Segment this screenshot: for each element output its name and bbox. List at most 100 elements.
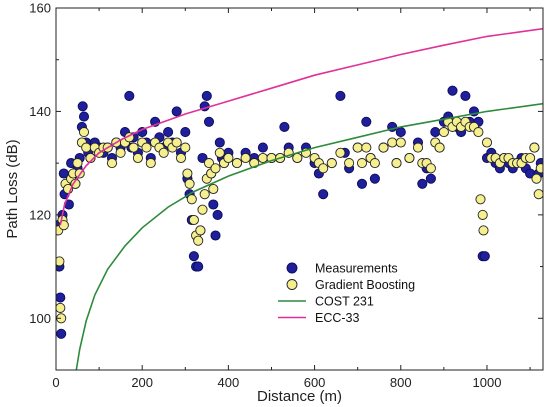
gradient-boosting-point xyxy=(292,152,303,164)
gradient-boosting-point xyxy=(404,152,415,164)
measurements-point xyxy=(77,101,88,112)
gradient-boosting-point xyxy=(356,158,368,169)
gradient-boosting-point xyxy=(141,142,152,153)
measurements-point xyxy=(369,173,380,184)
gradient-boosting-point xyxy=(481,137,493,148)
measurements-point xyxy=(318,189,329,200)
gradient-boosting-point xyxy=(132,152,143,164)
gradient-boosting-point xyxy=(425,163,436,174)
measurements-point xyxy=(447,85,458,96)
gradient-boosting-point xyxy=(361,142,372,153)
ecc-33-line xyxy=(59,27,543,226)
measurements-point xyxy=(257,142,268,153)
measurements-point xyxy=(208,199,219,210)
legend-marker xyxy=(286,262,298,274)
x-tick-label: 600 xyxy=(304,375,326,390)
ticks-layer: 0 200 400 600 800 1000 100 120 140 160 xyxy=(29,1,543,390)
gradient-boosting-point xyxy=(115,147,126,158)
gradient-boosting-point xyxy=(378,142,389,153)
legend-item-gradient-boosting: Gradient Boosting xyxy=(286,278,415,292)
legend: Measurements Gradient Boosting COST 231 ECC… xyxy=(278,262,415,325)
legend-item-measurements: Measurements xyxy=(286,262,398,276)
x-tick-label: 0 xyxy=(52,375,59,390)
gradient-boosting-point xyxy=(208,183,219,195)
gradient-boosting-point xyxy=(78,127,90,138)
gradient-boosting-point xyxy=(193,235,204,246)
measurements-point xyxy=(335,90,346,101)
measurements-point xyxy=(180,127,191,138)
gradient-boosting-point xyxy=(199,189,210,200)
gradient-boosting-point xyxy=(188,214,199,226)
measurements-point xyxy=(163,127,174,138)
gradient-boosting-point xyxy=(434,142,445,153)
gradient-boosting-point xyxy=(257,152,268,164)
gradient-boosting-point xyxy=(175,152,187,164)
gradient-boosting-point xyxy=(395,137,406,148)
y-tick-label: 140 xyxy=(29,104,51,119)
gradient-boosting-point xyxy=(72,158,83,169)
gradient-boosting-point xyxy=(56,302,66,313)
gradient-boosting-point xyxy=(533,189,543,200)
measurements-point xyxy=(479,251,490,262)
gradient-boosting-point xyxy=(186,194,197,205)
gradient-boosting-point xyxy=(182,168,193,179)
measurements-point xyxy=(417,178,428,189)
gradient-boosting-point xyxy=(81,142,92,153)
measurements-point xyxy=(203,116,215,127)
measurements-point xyxy=(124,90,135,101)
gradient-boosting-point xyxy=(535,163,543,174)
gradient-boosting-point xyxy=(203,158,215,169)
measurements-point xyxy=(212,209,223,220)
gradient-boosting-point xyxy=(473,127,484,138)
gradient-boosting-point xyxy=(391,158,402,169)
legend-item-ecc-33: ECC-33 xyxy=(278,311,360,325)
gradient-boosting-point xyxy=(387,137,398,148)
y-axis-title: Path Loss (dB) xyxy=(4,139,21,238)
measurements-point xyxy=(395,127,406,138)
legend-label: Gradient Boosting xyxy=(315,278,415,292)
x-tick-label: 200 xyxy=(131,375,153,390)
measurements-point xyxy=(56,328,67,339)
gradient-boosting-point xyxy=(326,158,337,169)
x-tick-label: 1000 xyxy=(473,375,502,390)
gradient-boosting-point xyxy=(531,173,542,184)
gradient-boosting-point xyxy=(158,147,169,158)
gradient-boosting-point xyxy=(352,142,363,153)
measurements-point xyxy=(356,178,368,189)
gradient-boosting-point xyxy=(344,158,355,169)
x-tick-label: 800 xyxy=(390,375,412,390)
measurements-point xyxy=(361,116,372,127)
y-tick-label: 120 xyxy=(29,207,51,222)
measurements-point xyxy=(460,90,471,101)
gradient-boosting-point xyxy=(475,194,486,205)
measurements-point xyxy=(430,127,441,138)
gradient-boosting-point xyxy=(145,158,156,169)
gradient-boosting-point xyxy=(529,142,540,153)
gradient-boosting-point xyxy=(240,152,251,164)
gradient-boosting-point xyxy=(477,209,488,220)
gradient-boosting-point xyxy=(56,256,65,267)
gradient-boosting-point xyxy=(195,225,206,236)
gradient-boosting-point xyxy=(180,142,191,153)
gradient-boosting-point xyxy=(412,142,424,153)
gradient-boosting-point xyxy=(128,142,139,153)
measurements-point xyxy=(201,90,212,101)
gradient-boosting-point xyxy=(210,163,221,174)
series-layer xyxy=(56,27,543,370)
gradient-boosting-point xyxy=(231,158,243,169)
legend-label: Measurements xyxy=(315,262,398,276)
legend-label: COST 231 xyxy=(315,295,374,309)
gradient-boosting-point xyxy=(223,152,234,164)
gradient-boosting-point xyxy=(106,158,118,169)
cost-231-line xyxy=(75,102,543,370)
gradient-boosting-point xyxy=(171,137,182,148)
gradient-boosting-point xyxy=(369,158,380,169)
measurements-point xyxy=(188,251,199,262)
y-tick-label: 100 xyxy=(29,311,51,326)
x-tick-label: 400 xyxy=(218,375,240,390)
measurements-point xyxy=(210,230,221,241)
legend-label: ECC-33 xyxy=(315,311,360,325)
gradient-boosting-point xyxy=(438,127,449,138)
